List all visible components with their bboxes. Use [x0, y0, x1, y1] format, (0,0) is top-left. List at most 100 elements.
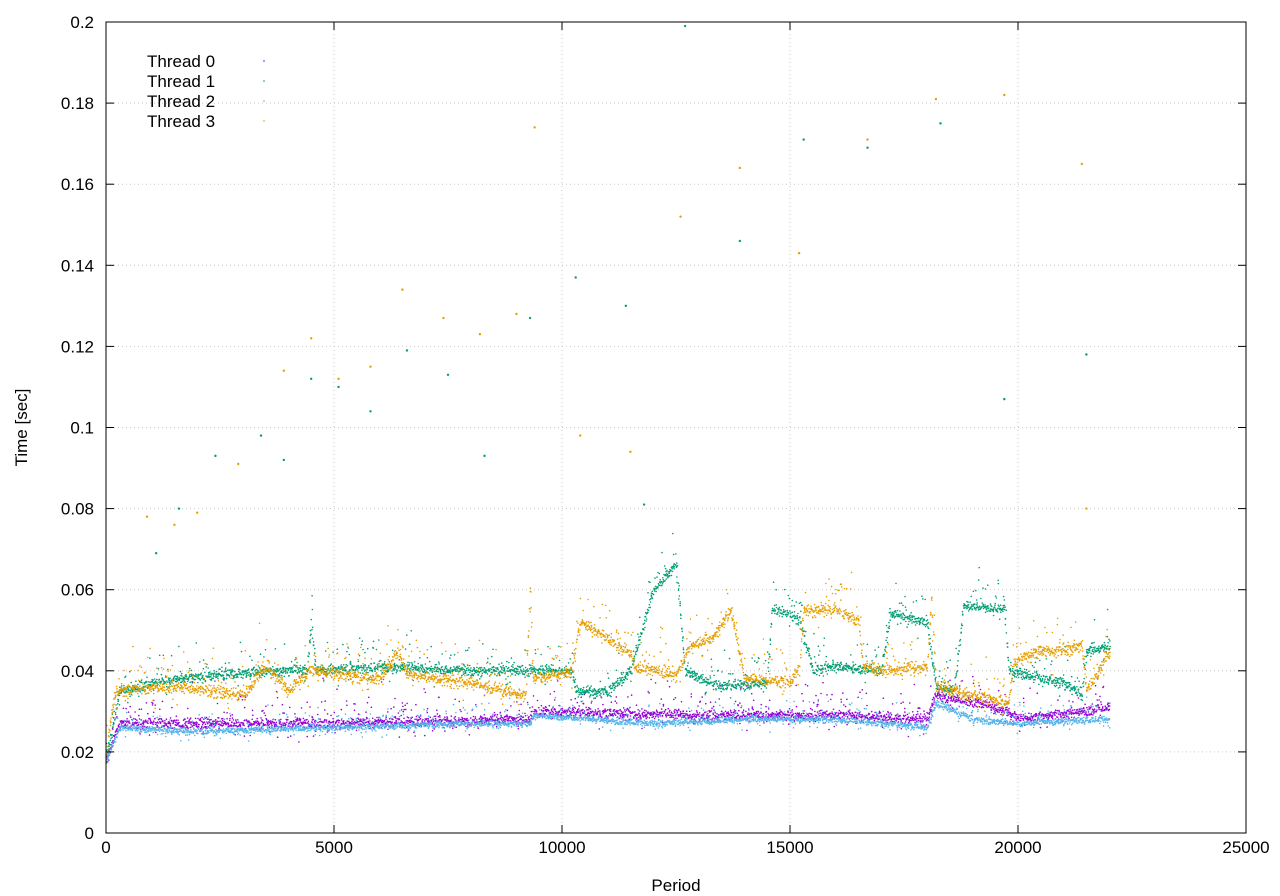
- data-point: [209, 675, 212, 678]
- data-point: [822, 714, 825, 716]
- data-point: [1022, 714, 1025, 716]
- data-point: [496, 674, 498, 677]
- data-point: [609, 712, 611, 715]
- data-point: [1020, 713, 1022, 716]
- data-point: [292, 723, 294, 726]
- data-point: [438, 714, 441, 717]
- data-point: [1067, 716, 1069, 718]
- data-point: [817, 699, 820, 701]
- data-point: [129, 705, 131, 708]
- data-point: [327, 722, 330, 724]
- data-point: [241, 699, 244, 701]
- data-point: [228, 662, 230, 664]
- data-point: [476, 666, 478, 669]
- data-point: [767, 708, 770, 710]
- data-point: [593, 711, 595, 713]
- data-point: [800, 713, 803, 715]
- data-point: [972, 675, 974, 678]
- data-point: [195, 723, 198, 725]
- data-point: [313, 644, 315, 647]
- data-point: [170, 654, 173, 657]
- data-point: [472, 715, 475, 718]
- data-point: [371, 717, 374, 720]
- data-point: [398, 658, 401, 661]
- data-point: [600, 696, 603, 699]
- data-point: [193, 724, 195, 726]
- data-point: [411, 664, 414, 667]
- data-point: [609, 684, 612, 687]
- data-point: [599, 713, 602, 716]
- data-point: [561, 709, 563, 711]
- data-point: [312, 735, 315, 737]
- data-point: [257, 721, 260, 723]
- data-point: [902, 701, 904, 703]
- data-point: [928, 713, 931, 716]
- data-point: [460, 710, 462, 713]
- data-point: [861, 689, 864, 691]
- data-point: [314, 660, 317, 663]
- data-point: [481, 716, 483, 718]
- data-point: [740, 706, 742, 709]
- data-point: [157, 668, 160, 670]
- data-point: [137, 724, 139, 727]
- data-point: [608, 715, 610, 717]
- data-point: [547, 645, 549, 648]
- data-point: [878, 710, 881, 713]
- data-point: [280, 670, 283, 672]
- data-point: [118, 704, 121, 706]
- data-point: [450, 715, 453, 717]
- data-point: [585, 706, 587, 709]
- data-point: [423, 668, 426, 671]
- data-point: [154, 718, 156, 720]
- data-point: [601, 688, 604, 690]
- data-point: [336, 668, 338, 671]
- data-point: [162, 654, 165, 657]
- data-point: [249, 734, 251, 737]
- data-point: [598, 691, 601, 694]
- data-point: [831, 711, 833, 713]
- data-point: [158, 654, 161, 657]
- data-point: [205, 666, 207, 668]
- data-point: [944, 701, 947, 704]
- data-point: [298, 722, 300, 724]
- data-point: [1060, 715, 1062, 718]
- data-point: [527, 673, 530, 675]
- data-point: [374, 722, 377, 725]
- data-point: [267, 721, 270, 723]
- data-point: [160, 673, 163, 676]
- data-point: [645, 710, 647, 712]
- data-point: [354, 703, 356, 705]
- data-point: [690, 696, 693, 698]
- data-point: [490, 668, 493, 671]
- data-point: [151, 704, 154, 706]
- data-point: [436, 713, 439, 715]
- data-point: [531, 666, 533, 669]
- data-point: [593, 697, 595, 700]
- data-point: [794, 712, 797, 715]
- data-point: [144, 683, 146, 685]
- data-point: [175, 719, 178, 721]
- data-point: [753, 712, 756, 714]
- data-point: [516, 670, 519, 673]
- data-point: [999, 706, 1001, 709]
- data-point: [202, 667, 205, 670]
- data-point: [122, 707, 125, 710]
- data-point: [570, 712, 572, 715]
- data-point: [186, 680, 189, 683]
- data-point: [266, 722, 269, 725]
- data-point: [485, 671, 488, 673]
- data-point: [1015, 719, 1018, 721]
- data-point: [989, 704, 992, 706]
- data-point: [232, 719, 235, 721]
- data-point: [578, 705, 580, 707]
- data-point: [441, 653, 444, 655]
- data-point: [610, 701, 613, 703]
- data-point: [402, 705, 404, 708]
- data-point: [576, 686, 579, 688]
- data-point: [395, 721, 398, 723]
- data-point: [209, 671, 211, 673]
- data-point: [417, 662, 420, 665]
- data-point: [304, 721, 307, 723]
- data-point: [580, 692, 583, 694]
- data-point: [202, 659, 205, 661]
